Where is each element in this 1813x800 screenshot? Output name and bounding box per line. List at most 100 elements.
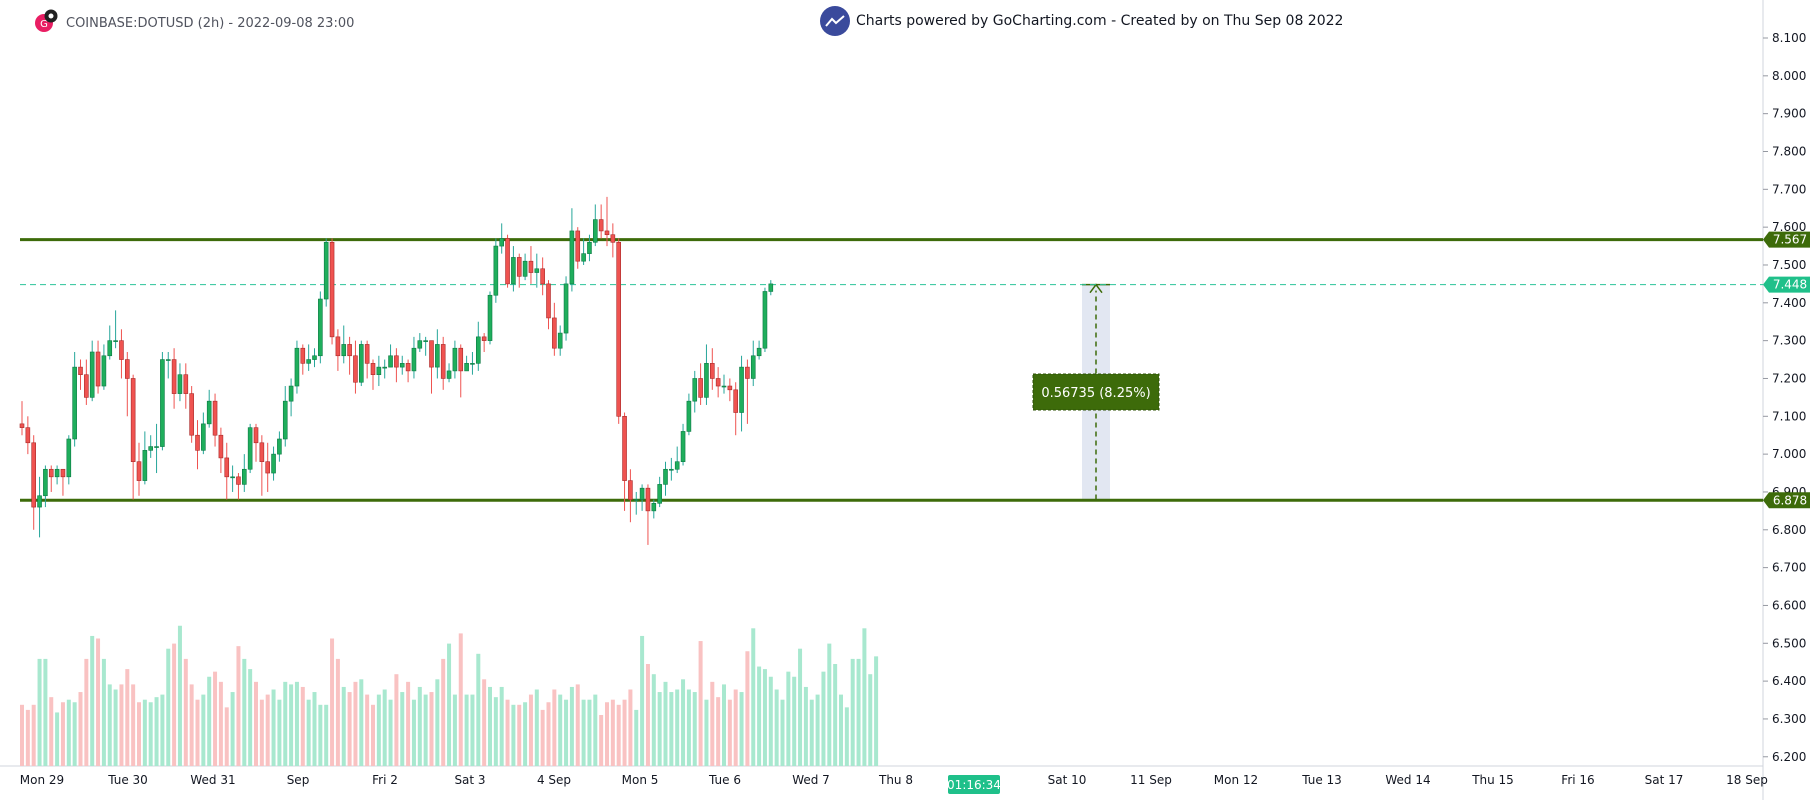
candle-body [19,423,25,428]
volume-bar [610,699,615,766]
candle-body [288,385,294,402]
candle [242,454,247,492]
volume-bar [493,697,498,766]
candle-body [686,400,692,432]
y-tick-label: 7.200 [1772,371,1806,385]
candle [470,351,475,375]
volume-bar [242,658,247,766]
candle-body [271,453,276,474]
volume-bar [78,692,83,766]
volume-bar [762,669,767,766]
x-tick-label: Tue 6 [708,773,741,787]
last-price-badge-shape [1763,276,1810,293]
volume-bar [294,681,299,766]
candle [277,431,282,462]
volume-bar [254,681,258,766]
volume-bar [780,699,785,766]
volume-bar [657,692,662,766]
level-price-badge-text: 7.567 [1773,233,1807,247]
candle-body [218,434,224,459]
candle-body [715,378,721,387]
candle [411,336,417,379]
candle [698,363,703,405]
candle [569,208,575,292]
x-tick-label: Mon 5 [622,773,659,787]
candle [733,382,739,436]
y-tick-label: 7.800 [1772,144,1806,158]
volume-bar [552,689,557,766]
candle-body [475,336,481,364]
candle-body [633,499,639,501]
candle [405,359,411,383]
candle-body [592,219,598,243]
volume-bar [482,679,487,766]
volume-bar [874,656,879,766]
candle-body [84,374,89,398]
candle [306,344,311,371]
candle [177,363,183,402]
volume-bar [160,694,165,766]
countdown-text: 01:16:34 [947,778,1001,792]
volume-bar [359,679,364,766]
candle [119,329,124,379]
candle-body [306,359,311,364]
candle [715,367,721,398]
volume-bar [224,707,229,766]
candle [446,363,452,383]
candle-body [177,374,183,394]
candle [762,287,768,352]
x-tick-label: 11 Sep [1130,773,1172,787]
volume-bar [66,699,71,766]
candle-body [341,344,347,357]
candle-body [335,336,341,357]
candle [435,329,440,379]
candle-body [470,363,475,365]
candle-body [487,294,493,341]
x-tick-label: 4 Sep [537,773,571,787]
candle [72,351,77,447]
candle [458,344,464,398]
volume-bar [248,669,253,766]
volume-bar [517,704,522,766]
candle [78,359,83,390]
candle-body [628,480,633,500]
candle [376,355,382,387]
x-tick-label: Wed 7 [792,773,830,787]
candle [680,423,686,466]
candle-body [557,332,563,349]
volume-bar [727,699,732,766]
candle [452,340,458,379]
candle-body [663,468,668,485]
volume-bar [558,694,563,766]
y-tick-label: 7.700 [1772,182,1806,196]
candle [534,253,540,288]
volume-bar [306,699,311,766]
candle [639,484,645,511]
volume-bar [581,699,586,766]
volume-bar [722,684,726,766]
candle-body [312,355,317,360]
volume-bar [417,686,422,766]
candle [282,386,288,447]
level-price-badge-shape [1763,231,1810,248]
candle-body [669,468,674,471]
volume-bar [599,715,604,766]
volume-bar [464,694,469,766]
volume-bar [575,684,580,766]
candle [212,393,218,447]
volume-bar [476,653,481,766]
y-tick-label: 7.300 [1772,334,1806,348]
volume-bar [792,676,797,766]
candle [610,223,616,258]
volume-bar [628,689,633,766]
volume-bar [447,643,452,766]
y-tick-label: 7.900 [1772,107,1806,121]
candle [148,435,153,458]
last-price-badge: 7.448 [1763,276,1810,293]
candle [288,378,294,417]
candle-body [499,238,505,247]
volume-bar [698,641,703,766]
candle-body [358,344,364,383]
y-tick-label: 7.600 [1772,220,1806,234]
